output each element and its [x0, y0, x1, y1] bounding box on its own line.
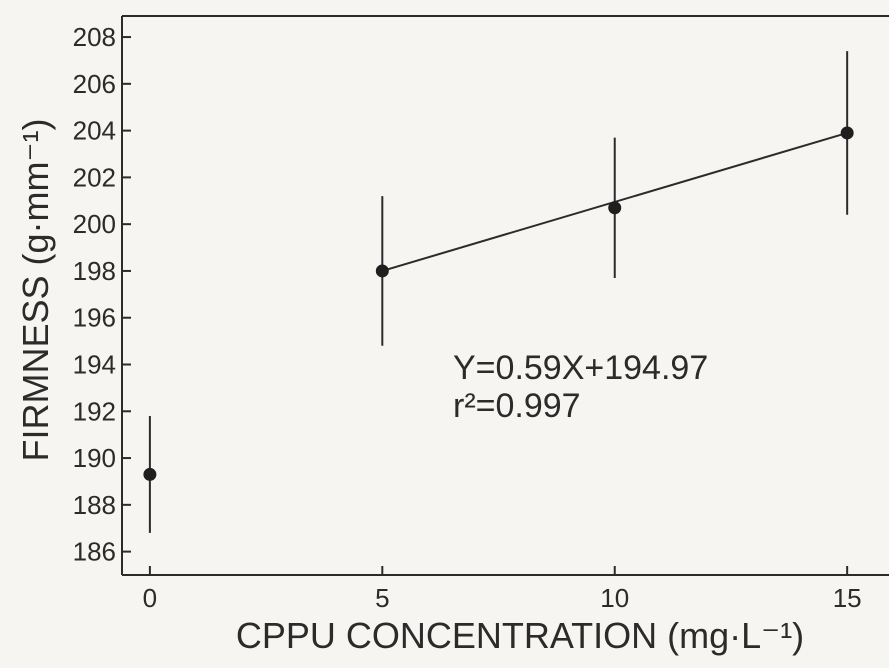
y-axis-label: FIRMNESS (g·mm⁻¹) — [15, 119, 56, 462]
x-tick-label: 5 — [375, 583, 389, 613]
x-tick-label: 0 — [143, 583, 157, 613]
data-point — [608, 201, 622, 215]
y-tick-label: 194 — [73, 349, 116, 379]
text-layer: CPPU CONCENTRATION (mg·L⁻¹) FIRMNESS (g·… — [15, 119, 804, 656]
y-tick-label: 192 — [73, 396, 116, 426]
y-tick-label: 196 — [73, 303, 116, 333]
y-tick-label: 208 — [73, 22, 116, 52]
marks-layer — [143, 51, 854, 533]
x-tick-label: 15 — [833, 583, 862, 613]
axes-layer: 186 188 190 192 194 196 198 200 202 204 206 208 0 5 10… — [73, 15, 889, 613]
data-point — [840, 126, 854, 140]
y-tick-label: 200 — [73, 209, 116, 239]
y-tick-label: 202 — [73, 162, 116, 192]
y-tick-label: 198 — [73, 256, 116, 286]
regression-equation: Y=0.59X+194.97 — [453, 349, 708, 387]
y-tick-label: 186 — [73, 537, 116, 567]
x-tick-label: 10 — [600, 583, 629, 613]
y-tick-label: 204 — [73, 116, 116, 146]
y-tick-label: 190 — [73, 443, 116, 473]
x-axis-label: CPPU CONCENTRATION (mg·L⁻¹) — [236, 615, 804, 656]
y-tick-label: 206 — [73, 69, 116, 99]
data-point — [375, 264, 389, 278]
y-tick-label: 188 — [73, 490, 116, 520]
r-squared-label: r²=0.997 — [453, 387, 581, 425]
data-point — [143, 467, 157, 481]
